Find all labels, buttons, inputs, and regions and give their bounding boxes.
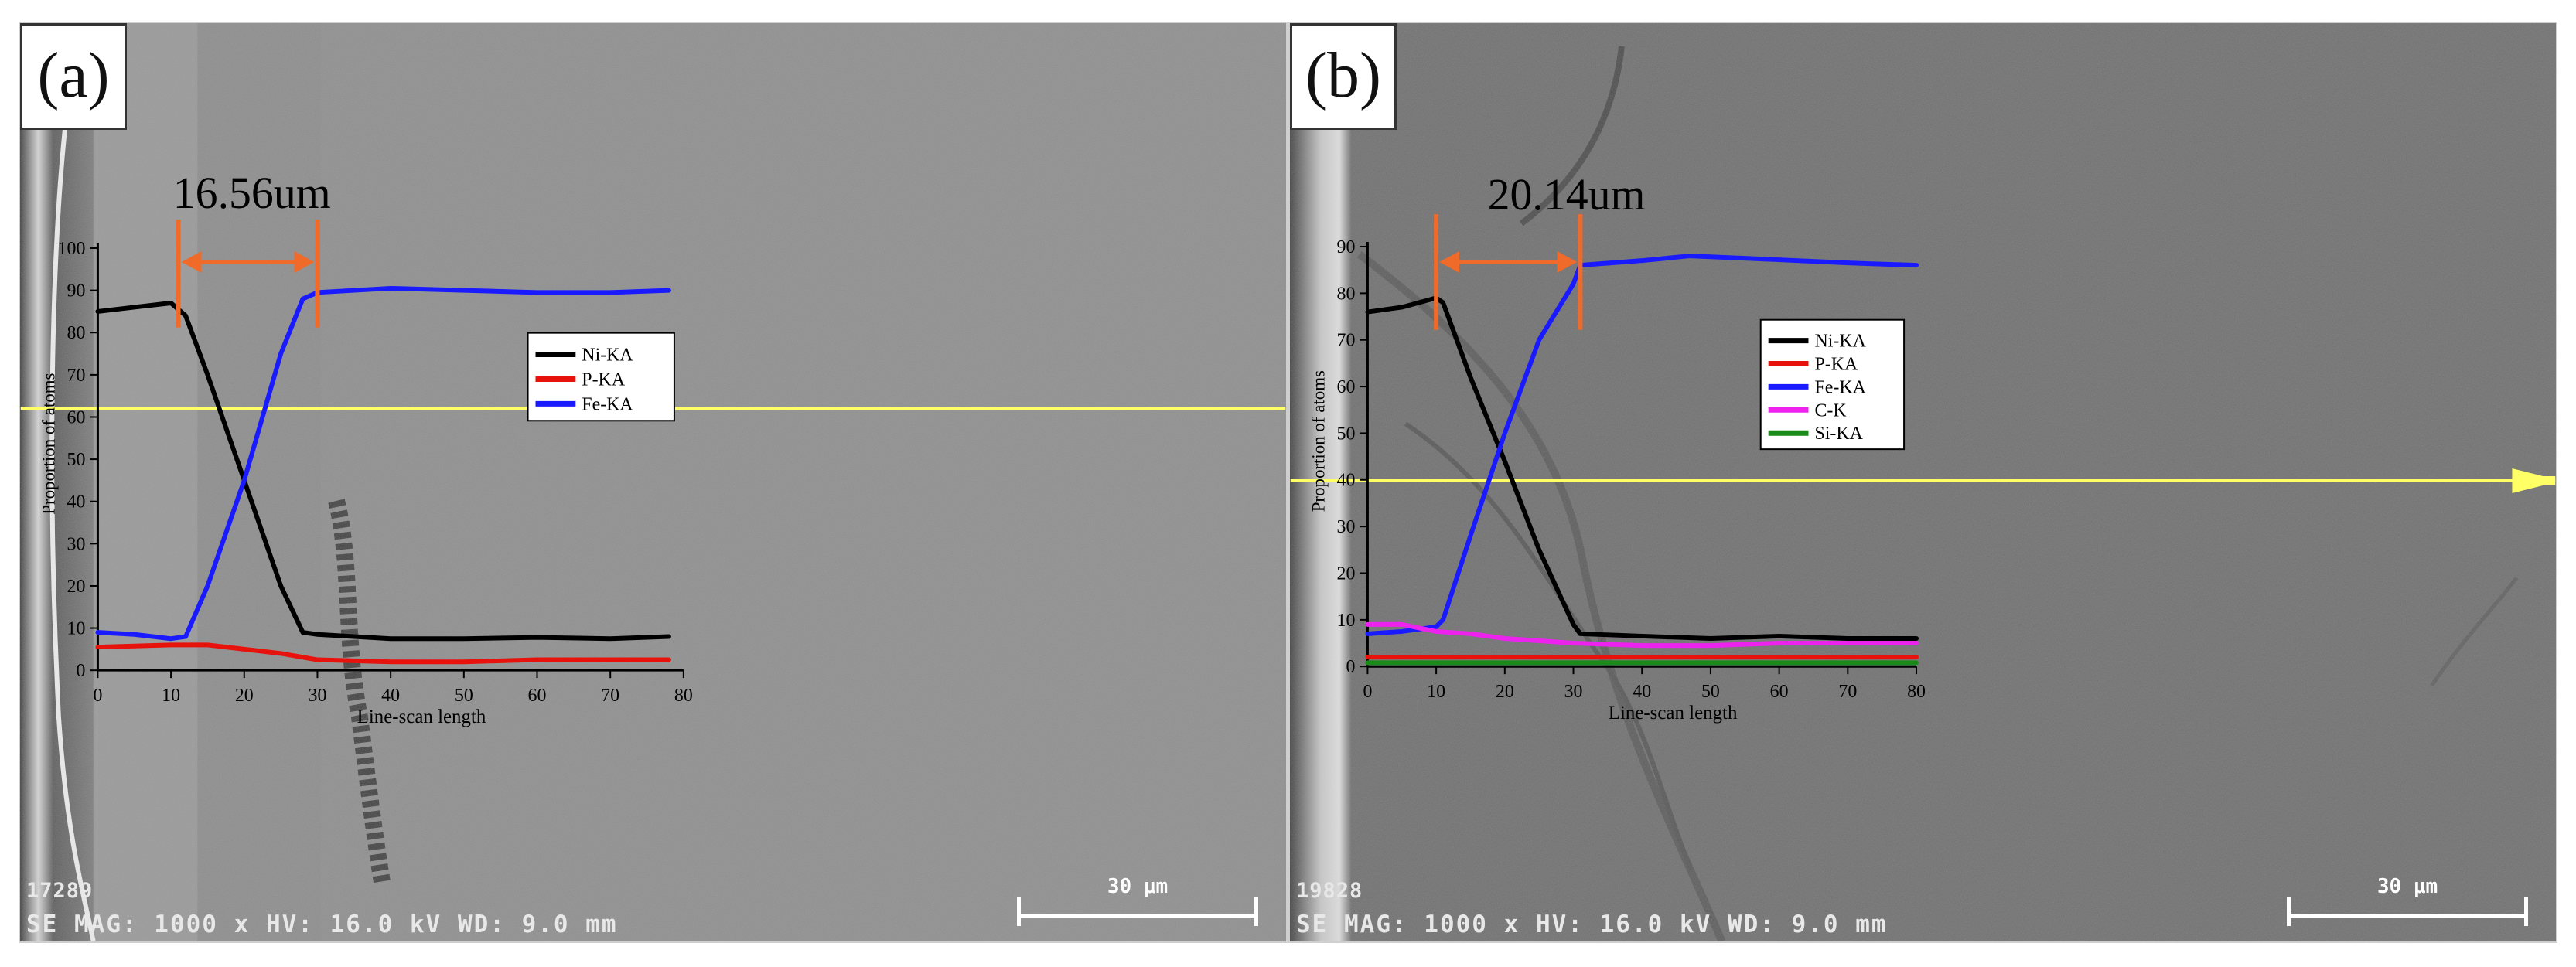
width-marker-arrowhead-left-a xyxy=(181,251,202,273)
sem-info-bar-a: 17289 SE MAG: 1000 x HV: 16.0 kV WD: 9.0… xyxy=(20,850,1286,941)
y-tick-label-a: 100 xyxy=(58,239,86,259)
x-axis-label-a: Line-scan length xyxy=(357,707,486,727)
layer-width-label-b: 20.14um xyxy=(1488,169,1646,220)
x-tick-label-a: 0 xyxy=(93,686,102,706)
specimen-id-b: 19828 xyxy=(1296,879,1363,903)
scale-bar-line-b xyxy=(2287,914,2528,918)
width-marker-arrowhead-right-a xyxy=(294,251,315,273)
sem-panel-b: 0 10 20 30 40 50 60 70 80 0 10 20 30 40 50 60 70 80 90 Line… xyxy=(1288,22,2557,943)
legend-label-ni-ka-b: Ni-KA xyxy=(1814,332,1866,352)
scan-line-end-arrow-b xyxy=(2512,468,2556,493)
x-tick-label-b: 20 xyxy=(1496,682,1514,702)
acquisition-info-a: SE MAG: 1000 x HV: 16.0 kV WD: 9.0 mm xyxy=(26,911,618,938)
y-tick-label-a: 0 xyxy=(77,661,86,681)
y-tick-label-a: 70 xyxy=(67,366,86,386)
legend-label-fe-ka-b: Fe-KA xyxy=(1814,377,1866,397)
x-tick-label-a: 20 xyxy=(235,686,254,706)
x-tick-label-b: 30 xyxy=(1564,682,1583,702)
legend-label-ni-ka-a: Ni-KA xyxy=(582,346,633,366)
y-tick-label-b: 40 xyxy=(1337,471,1356,491)
panel-label-b: (b) xyxy=(1290,23,1397,130)
scale-bar-line-a xyxy=(1017,914,1258,918)
y-tick-label-a: 50 xyxy=(67,450,86,470)
y-tick-label-a: 40 xyxy=(67,492,86,512)
width-marker-arrowhead-right-b xyxy=(1557,251,1578,273)
line-scan-chart-a: 0 10 20 30 40 50 60 70 80 0 10 20 30 40 50 60 70 80 90 100 L… xyxy=(20,168,1286,727)
scale-bar-label-b: 30 μm xyxy=(2376,875,2438,898)
y-tick-label-b: 50 xyxy=(1337,424,1356,444)
scale-bar-label-a: 30 μm xyxy=(1107,875,1169,898)
x-tick-label-a: 80 xyxy=(674,686,693,706)
scale-bar-a: 30 μm xyxy=(1017,875,1258,926)
sem-info-bar-b: 19828 SE MAG: 1000 x HV: 16.0 kV WD: 9.0… xyxy=(1290,850,2556,941)
series-line-c-k-b xyxy=(1365,621,1919,649)
y-tick-label-b: 20 xyxy=(1337,564,1356,584)
y-tick-label-b: 80 xyxy=(1337,284,1356,304)
y-tick-label-b: 10 xyxy=(1337,611,1356,631)
x-tick-label-b: 40 xyxy=(1633,682,1651,702)
layer-width-label-a: 16.56um xyxy=(173,168,331,218)
y-tick-label-a: 80 xyxy=(67,323,86,343)
x-tick-label-b: 70 xyxy=(1838,682,1857,702)
legend-label-si-ka-b: Si-KA xyxy=(1814,424,1863,444)
legend-label-fe-ka-a: Fe-KA xyxy=(582,394,633,414)
y-tick-label-b: 60 xyxy=(1337,377,1356,397)
y-tick-label-a: 90 xyxy=(67,281,86,301)
y-axis-label-b: Proportion of atoms xyxy=(1309,370,1329,512)
series-line-fe-ka-b xyxy=(1365,254,1919,636)
sem-micrograph-a xyxy=(20,23,1286,941)
x-tick-label-a: 50 xyxy=(455,686,473,706)
line-scan-chart-b: 0 10 20 30 40 50 60 70 80 0 10 20 30 40 50 60 70 80 90 Line… xyxy=(1290,169,2556,724)
x-tick-label-b: 80 xyxy=(1907,682,1926,702)
y-axis-label-a: Proportion of atoms xyxy=(39,373,59,514)
x-tick-label-a: 30 xyxy=(309,686,327,706)
panel-label-a: (a) xyxy=(20,23,127,130)
y-tick-label-a: 10 xyxy=(67,619,86,639)
sem-panel-a: 0 10 20 30 40 50 60 70 80 0 10 20 30 40 50 60 70 80 90 100 L… xyxy=(19,22,1288,943)
y-tick-label-b: 30 xyxy=(1337,517,1356,537)
scale-bar-tick-left-a xyxy=(1017,897,1021,926)
x-tick-label-a: 60 xyxy=(528,686,547,706)
scale-bar-b: 30 μm xyxy=(2287,875,2528,926)
series-line-fe-ka-a xyxy=(95,285,671,642)
y-tick-label-a: 20 xyxy=(67,577,86,597)
legend-label-p-ka-a: P-KA xyxy=(582,369,626,390)
specimen-id-a: 17289 xyxy=(26,879,94,903)
acquisition-info-b: SE MAG: 1000 x HV: 16.0 kV WD: 9.0 mm xyxy=(1296,911,1888,938)
x-axis-label-b: Line-scan length xyxy=(1609,703,1738,724)
x-tick-label-a: 40 xyxy=(381,686,400,706)
legend-label-c-k-b: C-K xyxy=(1814,400,1847,421)
legend-label-p-ka-b: P-KA xyxy=(1814,354,1858,374)
series-line-ni-ka-a xyxy=(95,300,671,642)
x-tick-label-a: 10 xyxy=(162,686,180,706)
x-tick-label-b: 50 xyxy=(1701,682,1720,702)
x-tick-label-b: 10 xyxy=(1427,682,1445,702)
y-tick-label-a: 60 xyxy=(67,407,86,427)
series-line-p-ka-a xyxy=(95,642,671,665)
x-tick-label-b: 60 xyxy=(1770,682,1789,702)
scale-bar-tick-right-b xyxy=(2524,897,2528,926)
scale-bar-tick-left-b xyxy=(2287,897,2291,926)
width-marker-arrowhead-left-b xyxy=(1439,251,1460,273)
x-tick-label-b: 0 xyxy=(1363,682,1372,702)
x-tick-label-a: 70 xyxy=(601,686,619,706)
y-tick-label-a: 30 xyxy=(67,534,86,554)
y-tick-label-b: 70 xyxy=(1337,331,1356,351)
y-tick-label-b: 90 xyxy=(1337,237,1356,257)
y-tick-label-b: 0 xyxy=(1346,657,1356,677)
scale-bar-tick-right-a xyxy=(1254,897,1258,926)
